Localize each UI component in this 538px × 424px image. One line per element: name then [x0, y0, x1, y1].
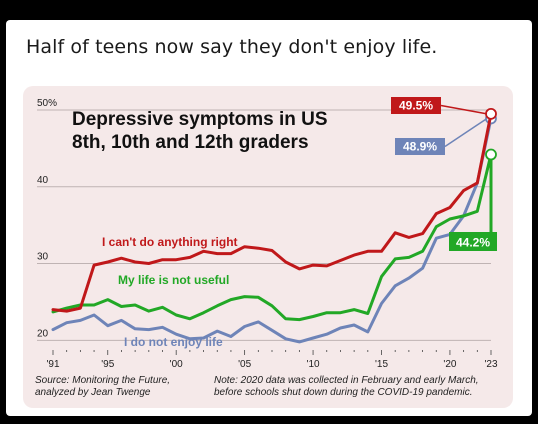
source-line-1: Source: Monitoring the Future,: [35, 375, 171, 386]
series-name-label-2: I do not enjoy life: [124, 335, 223, 349]
series-line-1: [51, 153, 493, 322]
y-tick-label: 20: [37, 328, 49, 339]
chart-title-line-1: Depressive symptoms in US: [72, 109, 328, 130]
end-label-box-0: [391, 97, 441, 114]
y-tick-label: 40: [37, 175, 49, 186]
end-value-label-0: 49.5%: [399, 99, 433, 113]
x-tick-label: '15: [375, 359, 388, 370]
x-tick-label: '20: [443, 359, 456, 370]
series-end-point-1: [485, 148, 497, 161]
chart-title-line-2: 8th, 10th and 12th graders: [72, 132, 309, 153]
note-line-1: Note: 2020 data was collected in Februar…: [214, 375, 479, 386]
callout-leader-0: [440, 104, 488, 115]
end-value-label-2: 48.9%: [403, 140, 437, 154]
x-tick-label: '91: [46, 359, 59, 370]
x-tick-label: '95: [101, 359, 114, 370]
series-name-label-0: I can't do anything right: [102, 235, 238, 249]
x-tick-label: '10: [307, 359, 320, 370]
end-value-label-1: 44.2%: [456, 236, 490, 250]
x-tick-label: '00: [170, 359, 183, 370]
chart-figure: 50% 40 30 20 '91 '95 '00 '05 '10 '15 '20 '23 49.5% 48…: [23, 86, 513, 408]
series-end-point-0: [485, 107, 497, 120]
series-name-label-1: My life is not useful: [118, 273, 229, 287]
x-tick-label: '05: [238, 359, 251, 370]
post-text: Half of teens now say they don't enjoy l…: [26, 36, 438, 58]
x-tick-label: '23: [484, 359, 497, 370]
chart-title: Depressive symptoms in US 8th, 10th and …: [72, 108, 328, 154]
series-line-2: [51, 116, 493, 344]
callout-leader-2: [444, 117, 488, 148]
end-label-box-1: [449, 232, 497, 251]
source-line-2: analyzed by Jean Twenge: [35, 387, 151, 398]
y-tick-label: 30: [37, 252, 49, 263]
source-note: Source: Monitoring the Future, analyzed …: [35, 375, 170, 399]
end-label-box-2: [395, 138, 445, 155]
covid-note: Note: 2020 data was collected in Februar…: [214, 375, 479, 399]
chart-canvas: 50% 40 30 20 '91 '95 '00 '05 '10 '15 '20 '23 49.5% 48…: [37, 97, 498, 370]
series-line-0: [51, 112, 493, 313]
note-line-2: before schools shut down during the COVI…: [214, 387, 473, 398]
y-tick-label: 50%: [37, 98, 57, 109]
